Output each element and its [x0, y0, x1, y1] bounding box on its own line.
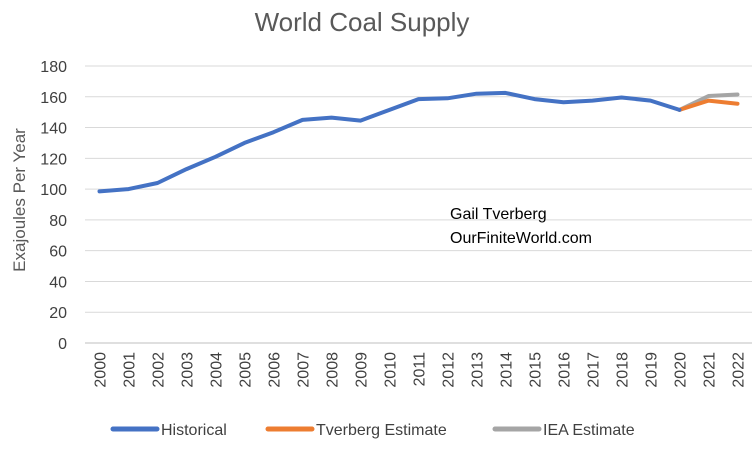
x-tick-labels: 2000 2001 2002 2003 2004 2005 2006 2007 2008 2009… [93, 352, 748, 388]
y-tick-label: 120 [40, 151, 67, 168]
x-tick-label: 2014 [499, 352, 516, 388]
legend-label-tverberg-estimate: Tverberg Estimate [316, 422, 447, 439]
y-axis-label: Exajoules Per Year [10, 128, 29, 272]
annotation: Gail Tverberg OurFiniteWorld.com [450, 206, 592, 247]
x-tick-label: 2010 [383, 352, 400, 388]
x-tick-label: 2000 [93, 352, 110, 388]
x-tick-label: 2020 [673, 352, 690, 388]
y-tick-label: 0 [58, 336, 67, 353]
gridlines [85, 65, 752, 344]
x-tick-label: 2019 [644, 352, 661, 388]
y-tick-label: 100 [40, 182, 67, 199]
x-tick-label: 2002 [151, 352, 168, 388]
x-tick-label: 2008 [325, 352, 342, 388]
annotation-website: OurFiniteWorld.com [450, 230, 592, 247]
y-tick-labels: 0 20 40 60 80 100 120 140 160 180 [40, 59, 67, 353]
x-tick-label: 2001 [122, 352, 139, 388]
legend: Historical Tverberg Estimate IEA Estimate [110, 422, 635, 439]
y-tick-label: 60 [49, 244, 67, 261]
legend-label-historical: Historical [161, 422, 227, 439]
y-tick-label: 40 [49, 274, 67, 291]
x-tick-label: 2013 [470, 352, 487, 388]
x-tick-label: 2005 [238, 352, 255, 388]
x-tick-label: 2017 [586, 352, 603, 388]
x-tick-label: 2009 [354, 352, 371, 388]
y-tick-label: 80 [49, 213, 67, 230]
annotation-author: Gail Tverberg [450, 206, 547, 223]
y-tick-label: 20 [49, 305, 67, 322]
x-tick-label: 2015 [528, 352, 545, 388]
x-tick-label: 2021 [702, 352, 719, 388]
legend-label-iea-estimate: IEA Estimate [543, 422, 635, 439]
x-tick-label: 2007 [296, 352, 313, 388]
y-tick-label: 140 [40, 121, 67, 138]
series-line-historical [97, 90, 682, 194]
y-tick-label: 160 [40, 90, 67, 107]
series-line-tverberg-estimate [677, 98, 740, 112]
x-tick-label: 2011 [412, 352, 429, 387]
x-tick-label: 2016 [557, 352, 574, 388]
x-tick-label: 2006 [267, 352, 284, 388]
x-tick-label: 2004 [209, 352, 226, 388]
y-tick-label: 180 [40, 59, 67, 76]
x-tick-label: 2003 [180, 352, 197, 388]
x-tick-label: 2022 [731, 352, 748, 388]
series-lines [97, 90, 740, 194]
x-tick-label: 2012 [441, 352, 458, 388]
chart-title: World Coal Supply [255, 7, 470, 37]
x-tick-label: 2018 [615, 352, 632, 388]
